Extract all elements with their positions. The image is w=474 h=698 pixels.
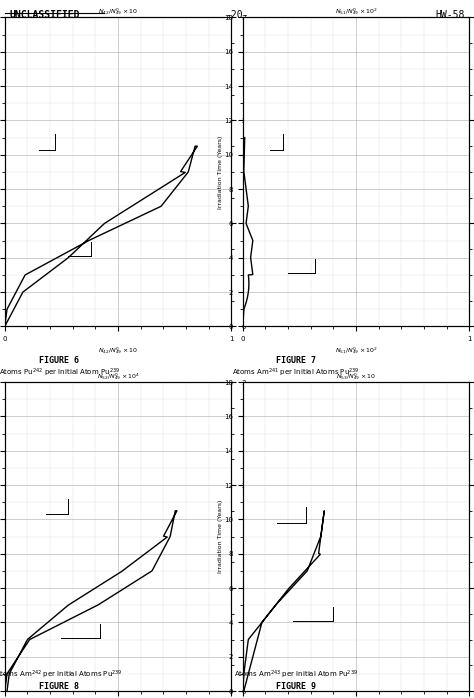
X-axis label: $N_{42}/N_{49}^0 \times 10$: $N_{42}/N_{49}^0 \times 10$ (98, 345, 138, 356)
Title: $N_{53}/N_{49}^0 \times 10$: $N_{53}/N_{49}^0 \times 10$ (336, 371, 376, 382)
Text: Atoms Am$^{243}$ per Initial Atom Pu$^{239}$: Atoms Am$^{243}$ per Initial Atom Pu$^{2… (234, 668, 358, 681)
Y-axis label: Irradiation Time (Years): Irradiation Time (Years) (243, 500, 248, 573)
Y-axis label: Irradiation Time (Years): Irradiation Time (Years) (243, 135, 248, 209)
Text: FIGURE 9: FIGURE 9 (276, 682, 316, 691)
Text: Atoms Am$^{241}$ per Initial Atoms Pu$^{239}$: Atoms Am$^{241}$ per Initial Atoms Pu$^{… (232, 366, 360, 379)
Title: $N_{52}/N_{49}^0 \times 10^4$: $N_{52}/N_{49}^0 \times 10^4$ (97, 371, 139, 382)
Text: Atoms Pu$^{242}$ per Initial Atom Pu$^{239}$: Atoms Pu$^{242}$ per Initial Atom Pu$^{2… (0, 366, 120, 379)
Text: FIGURE 6: FIGURE 6 (39, 356, 79, 365)
Title: $N_{42}/N_{49}^0 \times 10$: $N_{42}/N_{49}^0 \times 10$ (98, 6, 138, 17)
Title: $N_{51}/N_{49}^0 \times 10^2$: $N_{51}/N_{49}^0 \times 10^2$ (335, 6, 377, 17)
Text: FIGURE 8: FIGURE 8 (39, 682, 79, 691)
Y-axis label: Irradiation Time (Years): Irradiation Time (Years) (218, 500, 223, 573)
Text: FIGURE 7: FIGURE 7 (276, 356, 316, 365)
Text: Atoms Am$^{242}$ per Initial Atoms Pu$^{239}$: Atoms Am$^{242}$ per Initial Atoms Pu$^{… (0, 668, 123, 681)
Text: UNCLASSIFIED: UNCLASSIFIED (9, 10, 80, 20)
X-axis label: $N_{51}/N_{49}^0 \times 10^2$: $N_{51}/N_{49}^0 \times 10^2$ (335, 345, 377, 356)
Text: HW-58: HW-58 (435, 10, 465, 20)
Y-axis label: Irradiation Time (Years): Irradiation Time (Years) (218, 135, 223, 209)
Text: -20-: -20- (225, 10, 249, 20)
